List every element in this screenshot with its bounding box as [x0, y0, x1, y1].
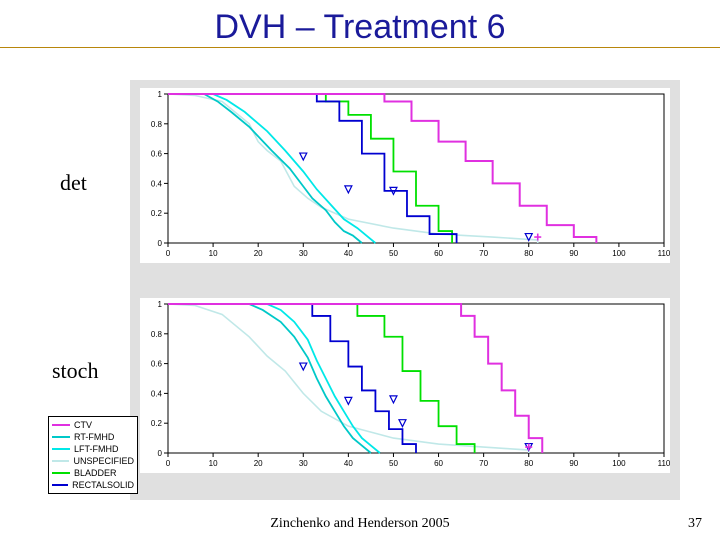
svg-text:80: 80 [524, 459, 533, 468]
svg-text:0.8: 0.8 [151, 330, 163, 339]
det-label: det [60, 170, 87, 196]
svg-text:90: 90 [569, 459, 578, 468]
legend-item: LFT-FMHD [52, 443, 134, 455]
svg-text:20: 20 [254, 459, 263, 468]
svg-text:0.4: 0.4 [151, 389, 163, 398]
svg-text:0.2: 0.2 [151, 419, 163, 428]
slide: DVH – Treatment 6 det stoch 010203040506… [0, 0, 720, 540]
svg-text:0.8: 0.8 [151, 120, 163, 129]
stoch-label: stoch [52, 358, 98, 384]
svg-text:0: 0 [158, 449, 163, 458]
svg-text:90: 90 [569, 249, 578, 258]
svg-text:50: 50 [389, 459, 398, 468]
svg-text:70: 70 [479, 459, 488, 468]
svg-text:110: 110 [658, 249, 670, 258]
svg-text:60: 60 [434, 249, 443, 258]
svg-text:0.2: 0.2 [151, 209, 163, 218]
svg-text:0.4: 0.4 [151, 179, 163, 188]
legend-item: RT-FMHD [52, 431, 134, 443]
svg-text:50: 50 [389, 249, 398, 258]
det-chart: 0 10 20 30 40 50 60 70 80 90 100 110 0 0.2 0.4 0.6 0.8 1 [140, 88, 670, 263]
svg-text:40: 40 [344, 249, 353, 258]
svg-text:100: 100 [612, 249, 626, 258]
svg-text:0: 0 [166, 249, 171, 258]
svg-text:0: 0 [158, 239, 163, 248]
svg-text:10: 10 [209, 249, 218, 258]
footer-citation: Zinchenko and Henderson 2005 [0, 516, 720, 532]
legend-item: CTV [52, 419, 134, 431]
page-title: DVH – Treatment 6 [0, 8, 720, 48]
svg-text:30: 30 [299, 249, 308, 258]
svg-text:0: 0 [166, 459, 171, 468]
svg-text:110: 110 [658, 459, 670, 468]
svg-text:80: 80 [524, 249, 533, 258]
svg-text:1: 1 [158, 300, 163, 309]
svg-text:100: 100 [612, 459, 626, 468]
svg-text:20: 20 [254, 249, 263, 258]
legend-item: RECTALSOLID [52, 479, 134, 491]
svg-text:70: 70 [479, 249, 488, 258]
svg-text:0.6: 0.6 [151, 150, 163, 159]
stoch-chart: 0 10 20 30 40 50 60 70 80 90 100 110 0 0.2 0.4 0.6 0.8 1 [140, 298, 670, 473]
svg-text:30: 30 [299, 459, 308, 468]
svg-text:0.6: 0.6 [151, 360, 163, 369]
legend: CTVRT-FMHDLFT-FMHDUNSPECIFIEDBLADDERRECT… [48, 416, 138, 494]
svg-text:40: 40 [344, 459, 353, 468]
legend-item: UNSPECIFIED [52, 455, 134, 467]
svg-text:1: 1 [158, 90, 163, 99]
page-number: 37 [688, 516, 702, 532]
svg-text:60: 60 [434, 459, 443, 468]
svg-text:10: 10 [209, 459, 218, 468]
legend-item: BLADDER [52, 467, 134, 479]
